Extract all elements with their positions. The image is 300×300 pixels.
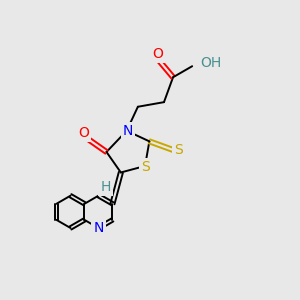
Text: H: H — [100, 180, 111, 194]
Text: N: N — [93, 221, 104, 235]
Text: O: O — [152, 47, 163, 61]
Text: N: N — [123, 124, 133, 138]
Text: OH: OH — [200, 56, 222, 70]
Text: S: S — [141, 160, 149, 175]
Text: S: S — [174, 143, 183, 157]
Text: O: O — [78, 126, 89, 140]
